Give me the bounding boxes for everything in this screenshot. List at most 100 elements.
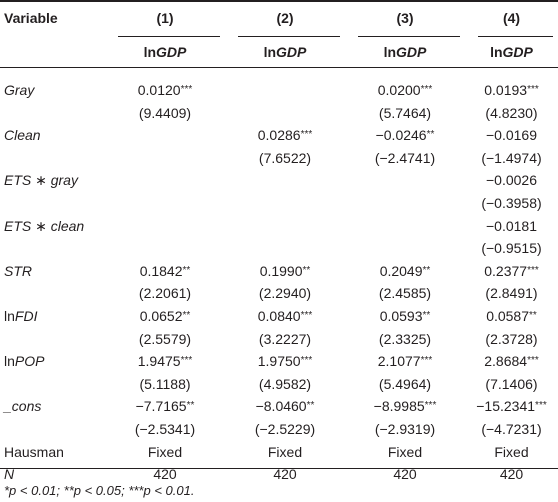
value-cell: −0.0181 [486,217,537,234]
value-cell: (3.2227) [258,330,312,347]
row-label: ETS ∗ gray [4,169,204,191]
row-label: lnPOP [4,350,204,372]
value-cell: (2.3728) [485,330,538,347]
significance-stars: *** [527,264,539,276]
value-cell: Fixed [494,443,529,460]
value-cell: 420 [273,466,297,483]
value-cell: −8.0460** [255,398,315,415]
value-cell: 420 [153,466,177,483]
value-cell: 0.2049** [379,262,431,279]
significance-stars: ** [529,310,537,321]
row-label: STR [4,260,204,282]
value-cell: (5.1188) [139,375,191,392]
value-cell: (−1.4974) [481,149,542,166]
value-cell: (7.1406) [485,375,538,392]
significance-stars: *** [527,84,539,95]
significance-stars: ** [182,264,191,276]
rule-line [0,67,558,68]
value-cell: 0.0587** [486,308,537,324]
value-cell: (2.4585) [378,285,432,302]
significance-stars: ** [422,310,431,321]
value-cell: (−2.9319) [374,421,436,437]
significance-stars: *** [420,355,433,367]
value-cell: (2.8491) [485,285,538,302]
subheader-cell: lnGDP [225,41,345,63]
name-italic: GDP [396,44,427,60]
value-cell: Fixed [267,443,303,460]
name-italic: GDP [276,44,307,60]
header-cell: (1) [156,10,174,26]
significance-stars: *** [180,84,193,95]
name-italic: Clean [4,127,41,144]
value-cell: 0.0652** [139,308,191,324]
value-cell: −8.9985*** [373,398,437,415]
row-label: _cons [4,395,204,417]
name-plain: ln [4,308,15,324]
value-cell: 0.0286*** [257,127,313,144]
value-cell: (9.4409) [138,104,192,121]
rule-line [358,36,460,37]
value-cell: −0.0026 [486,172,537,189]
significance-stars: ** [306,400,315,412]
header-cell: (4) [502,10,521,26]
header-cell: Variable [4,10,58,26]
name-italic: ETS ∗ clean [4,217,85,234]
value-cell: (2.5579) [138,330,192,347]
subheader-cell: lnGDP [465,41,558,63]
value-cell: 420 [393,466,417,483]
name-plain: ln [383,44,397,60]
significance-stars: *** [180,355,193,367]
value-cell: 0.0593** [379,308,431,324]
row-label: ETS ∗ clean [4,215,204,237]
value-cell: 0.0200*** [377,82,433,98]
name-italic: GDP [502,44,533,60]
value-cell: 1.9750*** [257,353,313,370]
value-cell: 0.2377*** [484,262,539,279]
name-plain: ln [143,44,157,60]
significance-stars: ** [302,264,311,276]
rule-line [238,36,340,37]
subheader-cell: lnGDP [105,41,225,63]
value-cell: −0.0169 [486,127,537,144]
row-label: Clean [4,124,204,146]
row-label: lnFDI [4,305,204,327]
value-cell: (5.4964) [378,375,432,392]
name-plain: ln [263,44,277,60]
value-cell: 0.1990** [259,262,311,279]
value-cell: (4.9582) [258,375,312,392]
value-cell: (−2.4741) [374,149,436,166]
value-cell: (−0.3958) [481,195,542,211]
value-cell: (−0.9515) [481,240,542,257]
value-cell: −15.2341*** [476,398,547,415]
value-cell: (4.8230) [485,104,538,121]
rule-line [478,36,553,37]
value-cell: 0.0193*** [484,82,539,98]
rule-line [118,36,220,37]
value-cell: (2.3325) [378,330,432,347]
value-cell: 0.0840*** [257,308,313,324]
significance-stars: *** [535,400,547,412]
significance-stars: *** [424,400,437,412]
name-italic: GDP [156,44,187,60]
value-cell: Fixed [387,443,423,460]
name-italic: N [4,466,15,483]
name-italic: FDI [14,308,38,324]
value-cell: 0.0120*** [137,82,193,98]
value-cell: −0.0246** [375,127,435,144]
value-cell: (−2.5229) [254,421,316,437]
value-cell: 1.9475*** [137,353,193,370]
value-cell: 420 [499,466,524,483]
name-italic: Gray [4,82,35,98]
significance-stars: *** [420,84,433,95]
row-label: N [4,463,204,485]
subheader-cell: lnGDP [345,41,465,63]
value-cell: (2.2940) [258,285,312,302]
significance-stars: ** [182,310,191,321]
value-cell: (5.7464) [378,104,432,121]
significance-stars: *** [300,310,313,321]
name-italic: STR [4,262,32,279]
value-cell: Fixed [147,443,183,460]
value-cell: (−4.7231) [481,421,542,437]
rule-line [0,0,558,2]
